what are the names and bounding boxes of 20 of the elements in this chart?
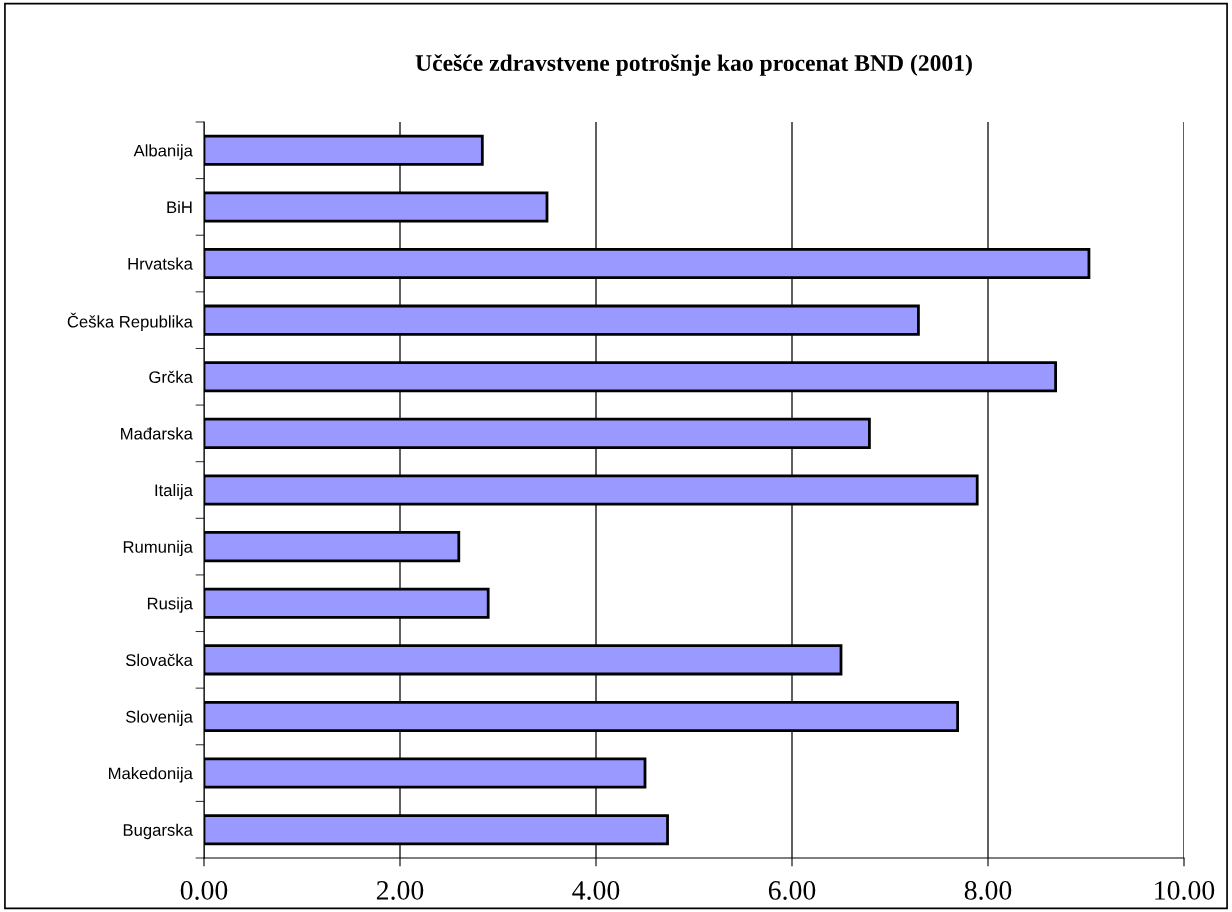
- y-tick-label: BiH: [167, 200, 192, 213]
- y-tick-label: Italija: [155, 483, 193, 500]
- x-tick-label: 2.00: [376, 881, 424, 900]
- y-tick-label: Slovenija: [126, 710, 193, 726]
- y-tick-label: Bugarska: [123, 823, 193, 840]
- y-tick-label: Slovačka: [126, 653, 193, 667]
- x-tick-label: 10.00: [1155, 881, 1215, 900]
- y-tick-label: Rusija: [147, 597, 193, 613]
- y-tick-label: Mađarska: [121, 427, 193, 440]
- chart-title: Učešće zdravstvene potrošnje kao procenat BND (2001): [415, 54, 972, 76]
- y-tick-label: Češka Republika: [67, 312, 193, 331]
- x-tick-label: 0.00: [180, 881, 228, 900]
- y-tick-label: Grčka: [149, 370, 193, 383]
- y-tick-label: Rumunija: [123, 540, 193, 557]
- x-tick-label: 6.00: [768, 881, 816, 900]
- x-tick-label: 8.00: [964, 881, 1012, 900]
- y-tick-label: Makedonija: [109, 767, 193, 783]
- y-tick-label: Hrvatska: [128, 257, 193, 270]
- y-tick-label: Albanija: [133, 144, 193, 160]
- x-tick-label: 4.00: [572, 881, 620, 900]
